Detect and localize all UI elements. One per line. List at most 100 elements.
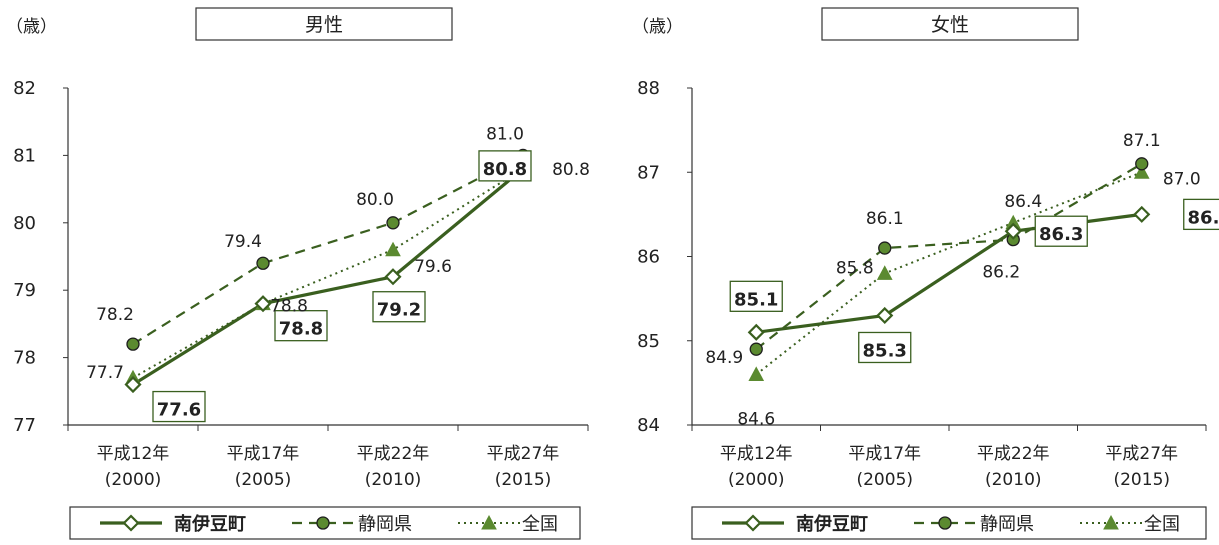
legend-label: 全国 [1144, 514, 1180, 535]
x-category-year: (2005) [856, 470, 913, 490]
y-tick-label: 79 [13, 280, 36, 301]
data-point-national [748, 366, 765, 381]
data-point-minamiizu [124, 376, 142, 394]
data-label: 78.8 [279, 319, 323, 340]
data-label: 79.4 [224, 232, 262, 252]
y-tick-label: 78 [13, 348, 36, 369]
data-label: 77.6 [157, 400, 201, 421]
x-category-label: 平成12年 [97, 444, 170, 464]
data-label: 86.3 [1039, 224, 1083, 245]
chart-title-box [821, 7, 1079, 41]
legend-label: 南伊豆町 [796, 513, 868, 535]
data-point-shizuoka [1135, 157, 1149, 171]
data-point-national [1133, 164, 1150, 179]
data-point-national [385, 241, 401, 257]
data-point-minamiizu [254, 295, 272, 313]
data-point-shizuoka [749, 342, 763, 356]
x-category-year: (2015) [495, 470, 552, 490]
x-category-label: 平成27年 [1105, 444, 1178, 464]
x-category-year: (2000) [105, 470, 162, 490]
data-label: 79.6 [414, 257, 452, 277]
data-label: 81.0 [486, 124, 524, 144]
data-label-box [729, 280, 783, 312]
legend-marker [481, 514, 497, 530]
y-tick-label: 87 [637, 162, 660, 183]
data-point-shizuoka [386, 216, 400, 230]
data-point-minamiizu [384, 268, 402, 286]
data-label: 80.8 [552, 160, 590, 180]
data-label: 78.8 [270, 297, 308, 317]
y-tick-label: 84 [637, 415, 660, 436]
chart-title-box [195, 7, 453, 41]
x-category-label: 平成22年 [357, 444, 430, 464]
data-point-minamiizu [747, 323, 765, 341]
data-point-shizuoka [878, 241, 892, 255]
legend-label: 静岡県 [358, 514, 412, 535]
y-axis-unit-label: （歳） [632, 17, 683, 37]
data-label: 80.8 [483, 159, 527, 180]
y-tick-label: 82 [13, 78, 36, 99]
y-tick-label: 85 [637, 331, 660, 352]
series-line-shizuoka [132, 154, 524, 346]
legend-marker [938, 516, 952, 530]
data-label: 86.2 [982, 263, 1020, 283]
data-point-shizuoka [126, 337, 140, 351]
data-label: 84.6 [737, 409, 775, 429]
legend-label: 全国 [522, 514, 558, 535]
data-label-box [274, 310, 328, 342]
data-label: 84.9 [705, 348, 743, 368]
data-label: 85.1 [734, 289, 778, 310]
data-point-minamiizu [876, 306, 894, 325]
x-category-year: (2015) [1113, 470, 1170, 490]
x-category-label: 平成17年 [848, 444, 921, 464]
x-category-year: (2000) [728, 470, 785, 490]
data-point-minamiizu [1004, 222, 1022, 240]
legend-marker [744, 514, 762, 532]
data-point-national [876, 265, 893, 280]
y-axis-unit-label: （歳） [6, 17, 57, 37]
data-point-minamiizu [1133, 205, 1151, 223]
x-category-label: 平成27年 [487, 444, 560, 464]
data-label: 87.0 [1163, 169, 1201, 189]
data-point-shizuoka [256, 256, 270, 270]
y-tick-label: 88 [637, 78, 660, 99]
x-category-year: (2010) [985, 470, 1042, 490]
data-label: 86.5 [1188, 207, 1219, 228]
x-category-year: (2010) [365, 470, 422, 490]
data-label: 77.7 [86, 363, 124, 383]
x-category-label: 平成12年 [720, 444, 793, 464]
chart-panel-female: （歳） 女性 84 85 86 87 88 平成12年 (2000) 平成17年 (2005) 平成2… [632, 7, 1219, 540]
series-line-minamiizu [132, 167, 525, 386]
series-line-national [132, 168, 524, 379]
data-label-box [478, 150, 532, 182]
x-category-label: 平成22年 [977, 444, 1050, 464]
legend-marker [1103, 514, 1119, 530]
data-label: 86.4 [1004, 192, 1042, 212]
data-label-box [152, 390, 206, 423]
data-label: 78.2 [96, 305, 134, 325]
data-label: 87.1 [1123, 131, 1161, 151]
data-label: 85.3 [863, 340, 907, 361]
y-tick-label: 77 [13, 415, 36, 436]
chart-title: 女性 [931, 14, 969, 36]
data-label-box [1183, 198, 1219, 231]
y-tick-label: 80 [13, 213, 36, 234]
data-label-box [858, 331, 912, 364]
legend-marker [316, 516, 330, 530]
data-label: 80.0 [356, 190, 394, 210]
y-tick-label: 81 [13, 145, 36, 166]
chart-title: 男性 [305, 14, 343, 36]
series-line-shizuoka [755, 162, 1143, 351]
y-tick-label: 86 [637, 247, 660, 268]
data-label: 79.2 [377, 300, 421, 321]
data-label: 85.8 [836, 258, 874, 278]
data-label-box [1034, 215, 1088, 247]
legend-marker [122, 514, 140, 532]
x-category-year: (2005) [235, 470, 292, 490]
chart-panel-male: （歳） 男性 77 78 79 80 81 82 平成12年 (2000) 平成17年 (2005) 平… [6, 7, 590, 540]
x-category-label: 平成17年 [227, 444, 300, 464]
legend-label: 静岡県 [980, 514, 1034, 535]
data-label-box [372, 291, 426, 323]
